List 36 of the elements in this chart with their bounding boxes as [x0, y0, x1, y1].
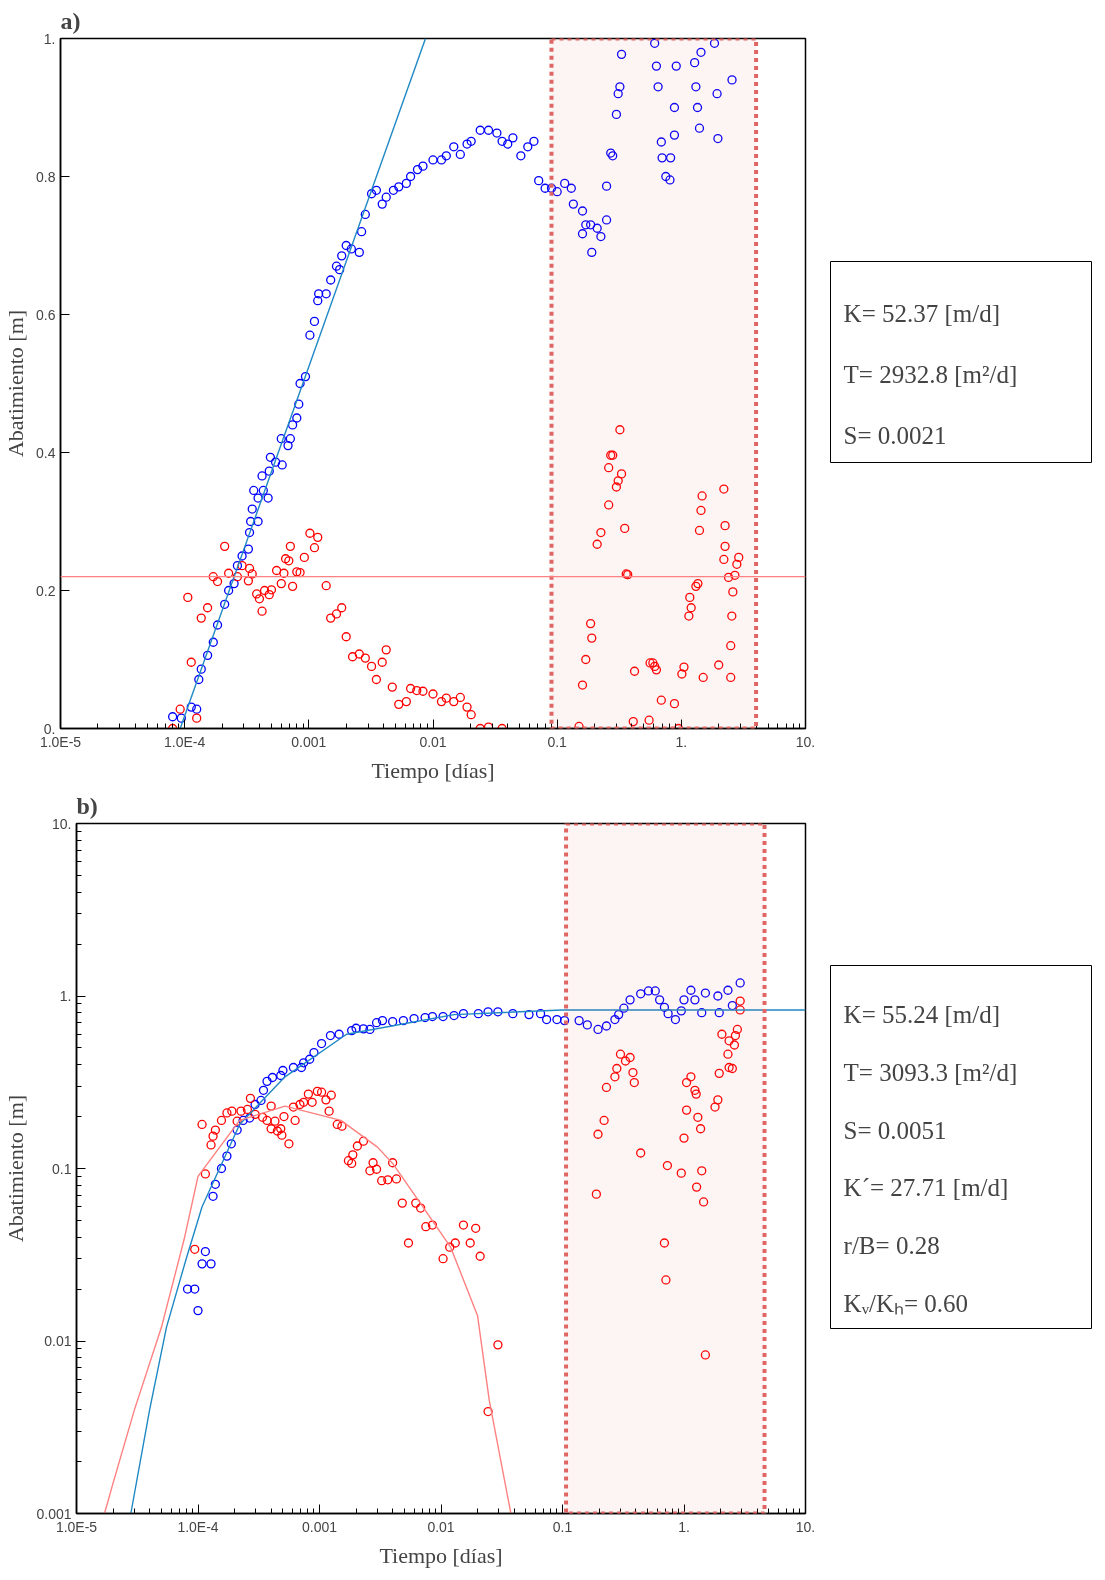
- x-tick-label: 0.1: [547, 733, 568, 750]
- x-tick-label: 0.01: [427, 1518, 455, 1535]
- text: S= 0.0021: [843, 422, 947, 450]
- x-tick-label: 1.: [675, 733, 688, 750]
- text: T= 2932.8 [m²/d]: [843, 361, 1018, 389]
- x-tick-label: 0.1: [552, 1518, 573, 1535]
- y-tick-label: 0.2: [36, 582, 56, 599]
- y-axis-title: Abatimiento [m]: [3, 1094, 29, 1243]
- x-tick-label: 10.: [795, 1518, 816, 1535]
- x-tick-label: 10.: [795, 733, 816, 750]
- x-axis-title: Tiempo [días]: [379, 1542, 503, 1568]
- y-tick-label: 0.1: [52, 1160, 72, 1177]
- text: K= 52.37 [m/d]: [843, 300, 1001, 328]
- y-axis-title: Abatimiento [m]: [3, 309, 29, 458]
- text: K´= 27.71 [m/d]: [843, 1174, 1009, 1202]
- y-tick-label: 0.4: [36, 444, 56, 461]
- y-tick-label: 1.: [59, 988, 72, 1004]
- y-tick-label: 0.8: [36, 168, 56, 185]
- x-tick-label: 1.0E-4: [164, 733, 206, 750]
- text: K= 55.24 [m/d]: [843, 1001, 1001, 1029]
- y-tick-label: 1.: [43, 30, 56, 47]
- x-tick-label: 0.01: [419, 733, 447, 750]
- y-tick-label: 0.6: [36, 306, 56, 323]
- y-tick-label: 10.: [52, 815, 72, 832]
- x-tick-label: 1.0E-4: [177, 1518, 219, 1535]
- x-tick-label: 1.: [678, 1518, 690, 1535]
- x-axis-title: Tiempo [días]: [371, 757, 495, 783]
- text: Kᵥ/Kₕ= 0.60: [843, 1290, 969, 1317]
- text: T= 3093.3 [m²/d]: [843, 1058, 1018, 1086]
- chart-title: a): [60, 7, 81, 34]
- x-tick-label: 0.001: [291, 733, 327, 750]
- y-tick-label: 0.01: [44, 1333, 72, 1349]
- text: r/B= 0.28: [843, 1232, 940, 1260]
- chart-title: b): [76, 792, 98, 819]
- x-tick-label: 0.001: [301, 1518, 338, 1535]
- text: S= 0.0051: [843, 1116, 947, 1144]
